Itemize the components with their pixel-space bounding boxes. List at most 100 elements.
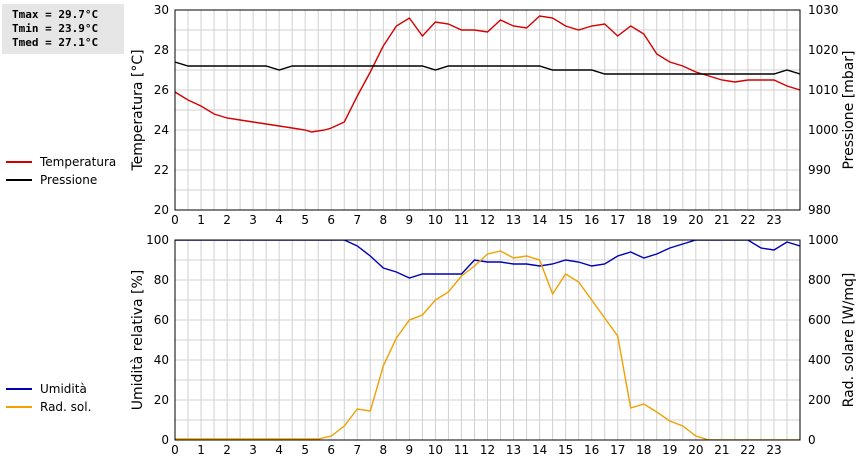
y-axis-label: Umidità relativa [%] [130,270,146,411]
y2-tick-label: 1020 [808,43,839,57]
x-tick-label: 23 [766,443,781,457]
y-tick-label: 26 [154,83,169,97]
y-tick-label: 20 [154,393,169,407]
tmin-text: Tmin = 23.9°C [12,22,99,35]
series-line-temperature [175,15,800,133]
x-tick-label: 18 [636,443,651,457]
x-tick-label: 9 [406,213,414,227]
plot-frame-1 [174,239,801,441]
x-tick-label: 13 [506,213,521,227]
x-tick-label: 17 [610,443,625,457]
legend-label-pressione: Pressione [40,173,98,187]
y2-axis-label: Rad. solare [W/mq] [841,273,857,408]
x-tick-label: 12 [480,213,495,227]
legend-label-umidita: Umidità [40,382,87,396]
x-tick-label: 22 [740,213,755,227]
y2-tick-label: 980 [808,203,831,217]
x-tick-label: 2 [223,443,231,457]
x-tick-label: 8 [380,443,388,457]
x-tick-label: 0 [171,443,179,457]
x-tick-label: 10 [428,443,443,457]
x-tick-label: 20 [688,213,703,227]
legend-bottom: Umidità Rad. sol. [6,380,91,416]
x-tick-label: 13 [506,443,521,457]
x-tick-label: 15 [558,213,573,227]
legend-item-radsol: Rad. sol. [6,398,91,416]
x-tick-label: 15 [558,443,573,457]
series-line-pressure [175,61,800,75]
y2-tick-label: 1000 [808,123,839,137]
x-tick-label: 10 [428,213,443,227]
x-tick-label: 16 [584,443,599,457]
y-tick-label: 20 [154,203,169,217]
x-tick-label: 16 [584,213,599,227]
y2-tick-label: 1010 [808,83,839,97]
y2-tick-label: 200 [808,393,831,407]
y-tick-label: 60 [154,313,169,327]
series-line-humidity [175,240,800,279]
series-line-radiation [175,250,800,440]
x-tick-label: 22 [740,443,755,457]
legend-swatch-umidita [6,388,32,390]
x-tick-label: 7 [353,443,361,457]
y2-axis-label: Pressione [mbar] [841,50,857,169]
legend-swatch-pressione [6,179,32,181]
y2-tick-label: 990 [808,163,831,177]
y2-tick-label: 1000 [808,233,839,247]
x-tick-label: 17 [610,213,625,227]
x-tick-label: 8 [380,213,388,227]
y-tick-label: 30 [154,3,169,17]
x-tick-label: 1 [197,213,205,227]
stats-box: Tmax = 29.7°C Tmin = 23.9°C Tmed = 27.1°… [2,4,124,54]
x-tick-label: 6 [327,443,335,457]
y-tick-label: 24 [154,123,169,137]
y-tick-label: 40 [154,353,169,367]
x-tick-label: 19 [662,443,677,457]
x-tick-label: 14 [532,443,547,457]
chart-panel-1: 0 1 2 3 4 5 6 7 8 9 10 11 12 13 14 15 16 17 18 19 20 21 22 2302… [130,233,857,457]
x-tick-label: 6 [327,213,335,227]
tmed-text: Tmed = 27.1°C [12,36,99,49]
chart-panel-0: 0 1 2 3 4 5 6 7 8 9 10 11 12 13 14 15 16 17 18 19 20 21 22 2320… [130,3,857,227]
x-tick-label: 3 [249,213,257,227]
legend-swatch-temperatura [6,161,32,163]
x-tick-label: 5 [301,443,309,457]
legend-item-pressione: Pressione [6,171,116,189]
x-tick-label: 21 [714,443,729,457]
y-axis-label: Temperatura [°C] [130,49,146,171]
x-tick-label: 11 [454,443,469,457]
legend-swatch-radsol [6,406,32,408]
x-tick-label: 0 [171,213,179,227]
x-tick-label: 1 [197,443,205,457]
tmax-text: Tmax = 29.7°C [12,8,99,21]
y2-tick-label: 0 [808,433,816,447]
y-tick-label: 22 [154,163,169,177]
x-tick-label: 21 [714,213,729,227]
y2-tick-label: 800 [808,273,831,287]
y-tick-label: 28 [154,43,169,57]
legend-item-temperatura: Temperatura [6,153,116,171]
x-tick-label: 4 [275,213,283,227]
x-tick-label: 4 [275,443,283,457]
legend-item-umidita: Umidità [6,380,91,398]
y-tick-label: 80 [154,273,169,287]
y-tick-label: 0 [161,433,169,447]
y2-tick-label: 600 [808,313,831,327]
y-tick-label: 100 [146,233,169,247]
x-tick-label: 5 [301,213,309,227]
legend-label-radsol: Rad. sol. [40,400,92,414]
x-tick-label: 23 [766,213,781,227]
x-tick-label: 18 [636,213,651,227]
x-tick-label: 14 [532,213,547,227]
x-tick-label: 3 [249,443,257,457]
x-tick-label: 19 [662,213,677,227]
x-tick-label: 20 [688,443,703,457]
legend-label-temperatura: Temperatura [40,155,117,169]
x-tick-label: 2 [223,213,231,227]
x-tick-label: 9 [406,443,414,457]
y2-tick-label: 400 [808,353,831,367]
y2-tick-label: 1030 [808,3,839,17]
x-tick-label: 11 [454,213,469,227]
